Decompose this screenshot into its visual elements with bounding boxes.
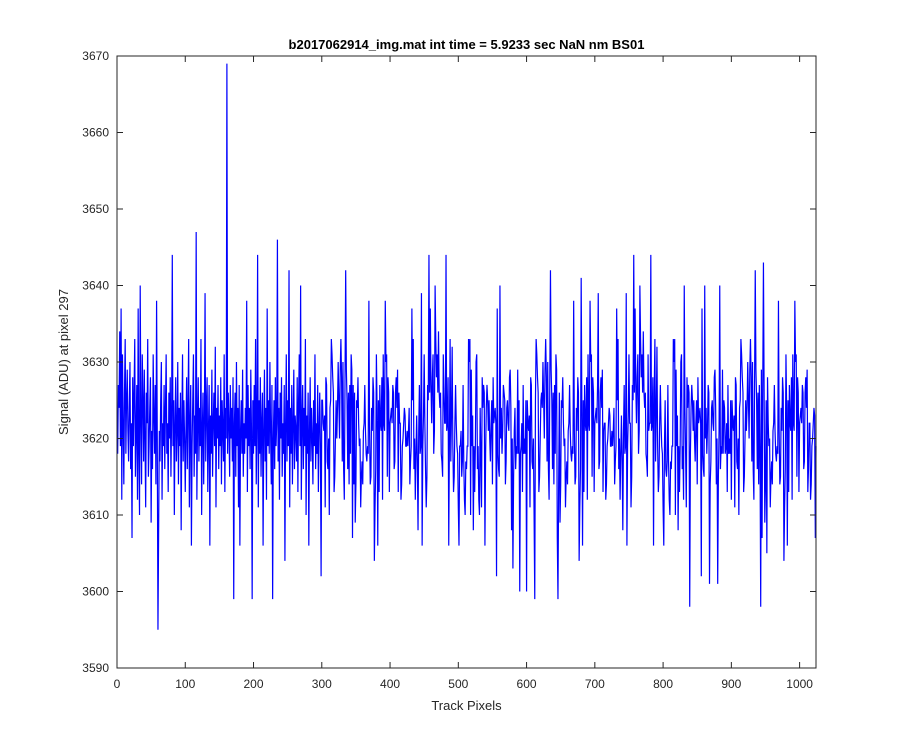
y-tick-label: 3600 — [82, 585, 109, 599]
x-axis-label: Track Pixels — [431, 698, 502, 713]
x-tick-label: 1000 — [786, 677, 813, 691]
y-tick-label: 3590 — [82, 661, 109, 675]
x-tick-label: 0 — [114, 677, 121, 691]
series-layer — [117, 63, 817, 630]
y-tick-label: 3610 — [82, 508, 109, 522]
ticks-layer: 0 100 200 300 400 500 600 700 800 900 1000 3590 3600… — [82, 49, 816, 691]
x-tick-label: 900 — [721, 677, 741, 691]
x-tick-label: 400 — [380, 677, 400, 691]
plot-area — [117, 56, 816, 668]
y-tick-label: 3650 — [82, 202, 109, 216]
x-tick-label: 200 — [244, 677, 264, 691]
y-tick-label: 3670 — [82, 49, 109, 63]
x-tick-label: 500 — [448, 677, 468, 691]
x-tick-label: 800 — [653, 677, 673, 691]
y-axis-label: Signal (ADU) at pixel 297 — [56, 289, 71, 435]
x-tick-label: 600 — [517, 677, 537, 691]
x-tick-label: 300 — [312, 677, 332, 691]
series-line — [117, 63, 817, 630]
y-tick-label: 3640 — [82, 279, 109, 293]
y-tick-label: 3620 — [82, 432, 109, 446]
y-tick-label: 3630 — [82, 355, 109, 369]
x-tick-label: 100 — [175, 677, 195, 691]
x-tick-label: 700 — [585, 677, 605, 691]
y-tick-label: 3660 — [82, 126, 109, 140]
chart-title: b2017062914_img.mat int time = 5.9233 se… — [289, 37, 645, 52]
